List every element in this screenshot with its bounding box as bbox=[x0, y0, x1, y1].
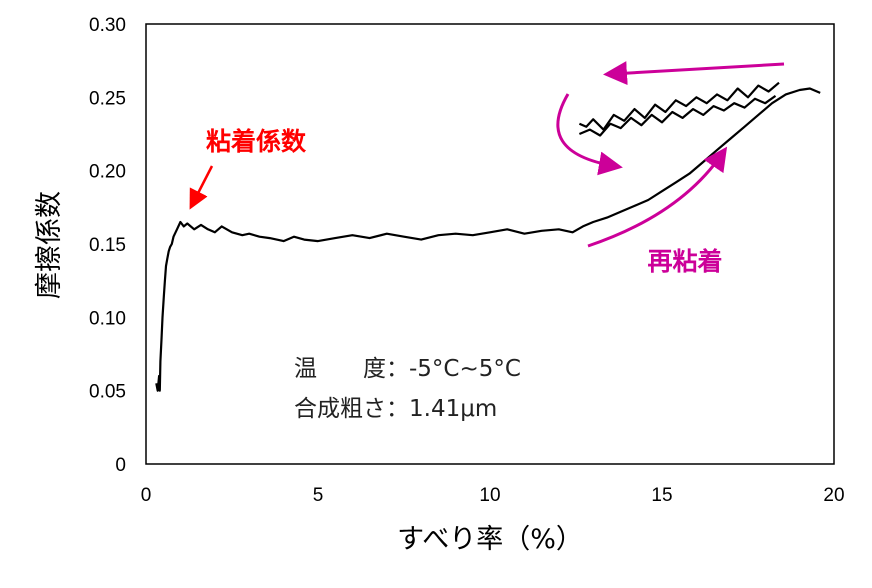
x-tick-labels: 0 5 10 15 20 bbox=[141, 485, 845, 506]
y-tick-label: 0.05 bbox=[89, 382, 126, 403]
y-tick-labels: 0 0.05 0.10 0.15 0.20 0.25 0.30 bbox=[89, 15, 126, 476]
annotation-readhesion: 再粘着 bbox=[647, 247, 722, 276]
series-line-3 bbox=[578, 95, 777, 137]
y-tick-label: 0.20 bbox=[89, 162, 126, 183]
x-tick-label: 10 bbox=[479, 485, 500, 506]
y-tick-label: 0.25 bbox=[89, 88, 126, 109]
annotation-adhesion: 粘着係数 bbox=[206, 127, 307, 156]
y-tick-label: 0.30 bbox=[89, 15, 126, 36]
return-arrow-curve bbox=[556, 93, 623, 176]
annotation-adhesion-arrow bbox=[189, 165, 214, 210]
condition-roughness: 合成粗さ：1.41μm bbox=[294, 396, 497, 422]
plot-area bbox=[145, 23, 835, 465]
readhesion-arrow bbox=[587, 146, 728, 248]
series-line-1 bbox=[155, 87, 821, 392]
series-layer bbox=[155, 81, 821, 392]
x-tick-label: 5 bbox=[313, 485, 324, 506]
y-axis-title: 摩擦係数 bbox=[34, 191, 65, 299]
y-tick-label: 0.15 bbox=[89, 235, 126, 256]
x-tick-label: 0 bbox=[141, 485, 152, 506]
y-tick-label: 0.10 bbox=[89, 308, 126, 329]
condition-temperature: 温 度：-5°C~5°C bbox=[294, 356, 521, 382]
y-tick-label: 0 bbox=[115, 455, 126, 476]
series-line-2 bbox=[578, 81, 780, 131]
x-tick-label: 20 bbox=[823, 485, 844, 506]
x-axis-title: すべり率（%） bbox=[397, 524, 583, 555]
return-arrow-top bbox=[603, 61, 785, 86]
x-tick-label: 15 bbox=[651, 485, 672, 506]
